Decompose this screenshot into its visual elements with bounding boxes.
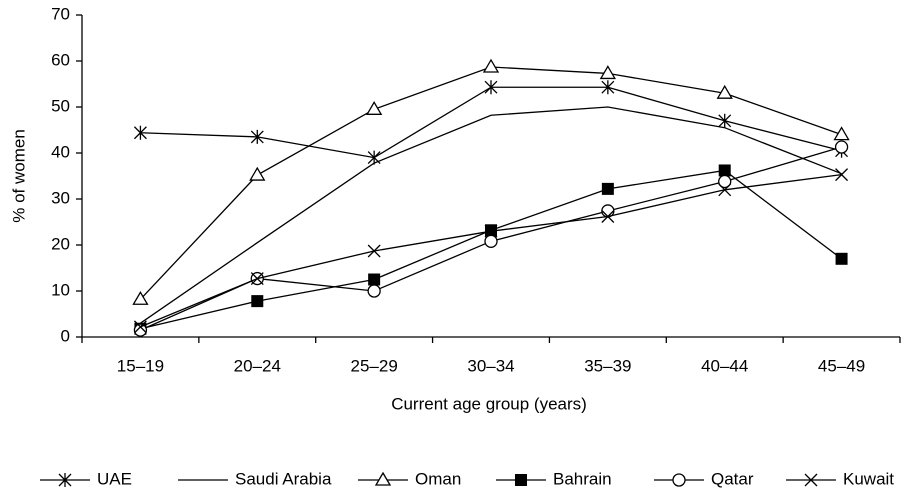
- marker-shape: [484, 80, 498, 95]
- marker-shape: [672, 473, 686, 487]
- marker: [485, 224, 497, 237]
- marker-shape: [368, 273, 381, 286]
- legend-label: Saudi Arabia: [235, 469, 332, 488]
- marker-shape: [133, 323, 148, 337]
- marker-shape: [718, 113, 732, 128]
- marker-shape: [367, 284, 381, 298]
- marker-shape: [374, 471, 392, 486]
- marker: [58, 473, 72, 487]
- x-tick-label: 40–44: [701, 356, 748, 375]
- marker: [834, 140, 849, 154]
- x-tick-label: 15–19: [117, 356, 164, 375]
- marker-shape: [132, 290, 149, 305]
- y-tick-label: 50: [51, 96, 70, 115]
- marker: [601, 182, 614, 195]
- series-line: [140, 106, 842, 324]
- marker: [835, 252, 848, 265]
- marker-shape: [718, 183, 732, 197]
- marker: [804, 473, 818, 487]
- y-tick-label: 10: [51, 280, 70, 299]
- marker: [718, 174, 732, 189]
- marker: [601, 210, 615, 223]
- marker-shape: [484, 234, 498, 248]
- marker: [133, 125, 147, 140]
- marker-shape: [367, 244, 381, 258]
- x-tick-label: 30–34: [467, 356, 514, 375]
- marker: [515, 474, 527, 486]
- marker: [835, 168, 849, 182]
- legend-label: Qatar: [711, 469, 754, 488]
- marker-shape: [515, 474, 527, 486]
- marker-shape: [835, 252, 848, 265]
- marker-shape: [249, 166, 266, 181]
- marker: [599, 65, 616, 80]
- marker: [482, 58, 500, 73]
- marker-shape: [251, 295, 264, 308]
- series-line: [139, 66, 842, 300]
- marker: [484, 234, 498, 248]
- legend-label: Oman: [415, 469, 461, 488]
- marker: [672, 473, 686, 487]
- marker-shape: [133, 320, 147, 334]
- marker-shape: [834, 140, 849, 154]
- marker-shape: [716, 84, 733, 99]
- marker-shape: [133, 125, 147, 140]
- marker: [833, 126, 850, 141]
- marker: [251, 295, 264, 308]
- marker: [249, 166, 266, 181]
- marker: [601, 80, 615, 95]
- marker: [484, 224, 498, 238]
- legend-label: Bahrain: [553, 469, 612, 488]
- y-axis-label: % of women: [9, 129, 28, 223]
- marker-shape: [58, 473, 72, 487]
- marker: [374, 471, 392, 486]
- marker: [367, 244, 381, 258]
- y-tick-label: 0: [61, 326, 70, 345]
- x-axis-label: Current age group (years): [391, 394, 587, 413]
- marker: [132, 290, 149, 305]
- marker-shape: [601, 80, 615, 95]
- y-tick-label: 20: [51, 234, 70, 253]
- x-tick-label: 25–29: [351, 356, 398, 375]
- legend-label: Kuwait: [843, 469, 894, 488]
- marker: [484, 80, 498, 95]
- marker-shape: [250, 129, 264, 144]
- marker-shape: [601, 182, 614, 195]
- marker-shape: [718, 164, 731, 177]
- marker-shape: [250, 272, 264, 286]
- marker: [133, 323, 148, 337]
- marker-shape: [485, 224, 497, 237]
- marker-shape: [601, 210, 615, 223]
- marker: [366, 101, 383, 115]
- legend-label: UAE: [97, 469, 132, 488]
- series-line: [140, 169, 842, 330]
- y-tick-label: 40: [51, 142, 70, 161]
- y-tick-label: 30: [51, 188, 70, 207]
- marker-shape: [835, 168, 849, 182]
- marker: [250, 129, 264, 144]
- marker-shape: [484, 224, 498, 238]
- marker: [133, 320, 147, 334]
- marker: [250, 272, 264, 286]
- marker: [718, 183, 732, 197]
- marker-shape: [482, 58, 500, 73]
- marker: [716, 84, 733, 99]
- marker: [368, 273, 381, 286]
- x-tick-label: 35–39: [584, 356, 631, 375]
- marker-shape: [804, 473, 818, 487]
- y-tick-label: 70: [51, 4, 70, 23]
- marker: [718, 164, 731, 177]
- marker-shape: [599, 65, 616, 80]
- y-tick-label: 60: [51, 50, 70, 69]
- marker-shape: [833, 126, 850, 141]
- marker-shape: [366, 101, 383, 115]
- marker: [718, 113, 732, 128]
- marker: [367, 284, 381, 298]
- x-tick-label: 20–24: [234, 356, 281, 375]
- marker-shape: [718, 174, 732, 189]
- x-tick-label: 45–49: [818, 356, 865, 375]
